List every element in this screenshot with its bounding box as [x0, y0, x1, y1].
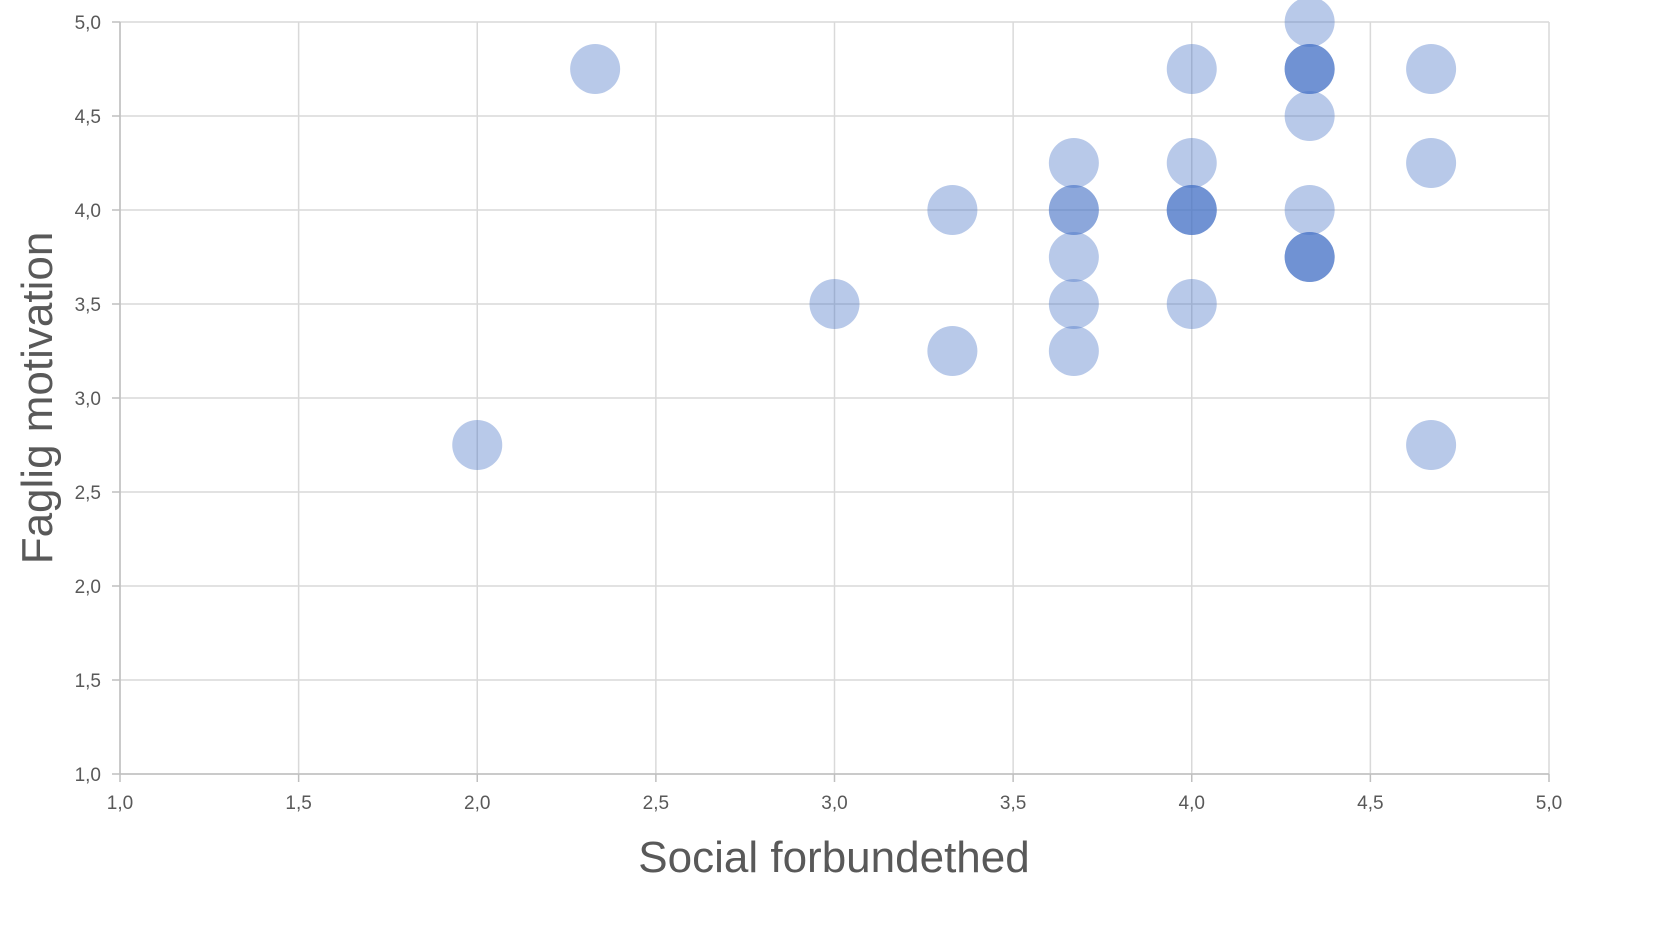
- y-tick-label: 1,0: [75, 765, 101, 786]
- data-point: [1166, 138, 1217, 188]
- x-tick-label: 3,0: [821, 793, 847, 814]
- data-point: [1284, 185, 1335, 235]
- y-tick-label: 4,5: [75, 107, 101, 128]
- x-tick-label: 1,5: [285, 793, 311, 814]
- data-point: [1048, 138, 1099, 188]
- data-point: [1284, 44, 1335, 94]
- x-axis-tick-labels: 1,0 1,5 2,0 2,5 3,0 3,5 4,0 4,5 5,0: [107, 793, 1562, 814]
- data-point: [1166, 44, 1217, 94]
- data-point: [1406, 138, 1457, 188]
- data-point: [1048, 326, 1099, 376]
- data-point: [570, 44, 621, 94]
- data-point: [809, 279, 860, 329]
- data-point: [1284, 232, 1335, 282]
- data-point: [927, 326, 978, 376]
- x-axis-title: Social forbundethed: [638, 833, 1029, 882]
- data-point: [1166, 279, 1217, 329]
- x-tick-label: 2,0: [464, 793, 490, 814]
- data-point: [1284, 44, 1335, 94]
- y-axis-title: Faglig motivation: [13, 232, 62, 565]
- data-point: [1284, 91, 1335, 141]
- data-point: [1048, 185, 1099, 235]
- y-tick-label: 2,0: [75, 577, 101, 598]
- data-point: [1048, 185, 1099, 235]
- data-point: [1284, 44, 1335, 94]
- y-tick-label: 3,0: [75, 389, 101, 410]
- y-tick-label: 2,5: [75, 483, 101, 504]
- data-point: [1406, 420, 1457, 470]
- y-tick-label: 1,5: [75, 671, 101, 692]
- y-tick-label: 4,0: [75, 201, 101, 222]
- data-point: [1406, 44, 1457, 94]
- data-point: [452, 420, 503, 470]
- y-tick-label: 5,0: [75, 13, 101, 34]
- x-tick-label: 1,0: [107, 793, 133, 814]
- data-point: [1284, 232, 1335, 282]
- axes: [112, 21, 1550, 782]
- y-axis-tick-labels: 1,0 1,5 2,0 2,5 3,0 3,5 4,0 4,5 5,0: [75, 13, 101, 786]
- x-tick-label: 5,0: [1536, 793, 1562, 814]
- data-point: [1166, 185, 1217, 235]
- x-tick-label: 2,5: [643, 793, 669, 814]
- gridlines: [119, 21, 1550, 775]
- data-point: [1284, 232, 1335, 282]
- data-point: [1048, 279, 1099, 329]
- x-tick-label: 3,5: [1000, 793, 1026, 814]
- y-tick-label: 3,5: [75, 295, 101, 316]
- x-tick-label: 4,5: [1357, 793, 1383, 814]
- data-point: [927, 185, 978, 235]
- data-point: [1166, 185, 1217, 235]
- data-points: [452, 0, 1457, 470]
- x-tick-label: 4,0: [1179, 793, 1205, 814]
- data-point: [1166, 185, 1217, 235]
- data-point: [1048, 232, 1099, 282]
- data-point: [1284, 0, 1335, 47]
